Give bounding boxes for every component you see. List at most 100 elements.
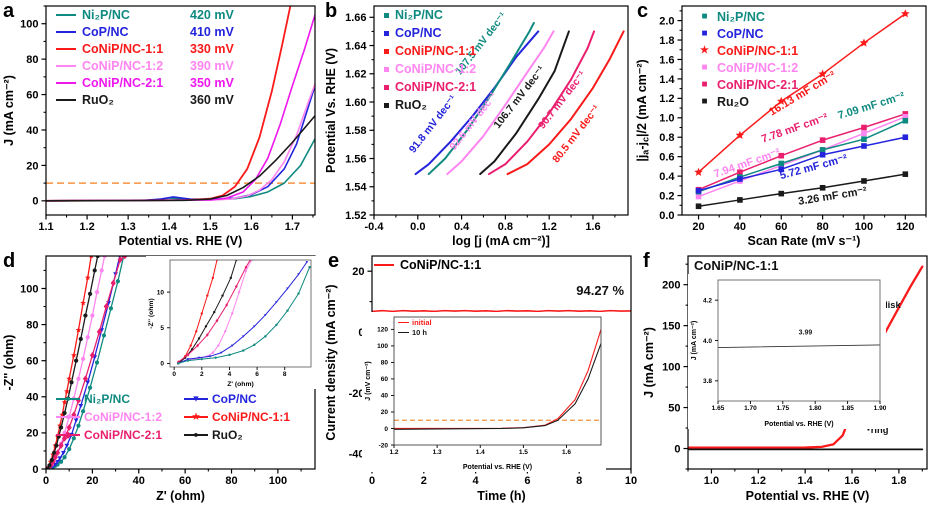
svg-text:Potential vs. RHE (V): Potential vs. RHE (V) [764,421,833,428]
svg-text:|ja-jc|/2 (mA cm⁻²): |ja-jc|/2 (mA cm⁻²) [635,59,651,161]
series-label: CoNiP/NC-2:1 [395,80,477,94]
series-marker: ■ [701,79,708,90]
series-label: 10 h [412,328,428,337]
svg-text:-20: -20 [379,442,389,449]
overpotential-value: 410 mV [190,25,234,39]
svg-text:60: 60 [179,475,191,487]
svg-text:1.4: 1.4 [476,449,485,456]
series-marker: ■ [701,62,708,73]
panel-a: 1.1 1.2 1.3 1.4 1.5 1.6 1.7 0 20 40 60 80 100 Potenti… [0,0,322,250]
series-swatch [56,47,76,51]
panel-label-e: e [328,250,340,272]
legend-item: ■ CoP/NC [698,27,798,41]
svg-text:3.99: 3.99 [799,329,813,336]
series-label: CoP/NC [212,392,257,406]
svg-text:20: 20 [26,428,38,440]
overpotential-value: 360 mV [190,93,234,107]
svg-text:6: 6 [524,475,530,487]
svg-text:1.6: 1.6 [585,221,600,233]
svg-text:80: 80 [26,54,38,66]
legend-item: RuO₂ 360 mV [56,93,234,107]
svg-text:-Z'' (ohm): -Z'' (ohm) [148,298,155,328]
svg-text:0.0: 0.0 [410,221,425,233]
svg-text:20: 20 [381,409,389,416]
series-label: CoNiP/NC-2:1 [82,76,164,90]
panel-e: 0 2 4 6 8 10 -40 -20 0 20 Time (h) Current density … [322,250,640,505]
svg-text:100: 100 [855,221,873,233]
svg-text:20: 20 [26,160,38,172]
series-label: Ni₂P/NC [82,8,130,22]
svg-text:0: 0 [674,443,680,455]
svg-text:0: 0 [32,464,38,476]
series-marker: ◆ [64,429,72,440]
svg-text:1.60: 1.60 [345,97,366,109]
svg-text:1.70: 1.70 [744,405,757,412]
series-line [56,398,80,400]
legend-item: ★ CoNiP/NC-1:1 [184,410,326,424]
svg-text:1.85: 1.85 [841,405,854,412]
svg-text:4.0: 4.0 [703,338,712,345]
svg-text:2.0: 2.0 [659,15,674,27]
series-swatch [384,66,389,72]
legend-item: RuO₂ [384,98,476,112]
panel-label-f: f [643,250,650,272]
panel-b-chart: -0.4 0.0 0.4 0.8 1.2 1.6 1.52 1.54 1.56 1.58 1.60 1… [322,0,634,250]
svg-text:1.6: 1.6 [844,475,859,487]
legend-item: ◆ CoNiP/NC-2:1 [56,428,182,442]
svg-text:200: 200 [662,280,680,292]
panel-label-b: b [325,0,338,22]
panel-e-inset: 1.2 1.3 1.4 1.5 1.6 -20 0 20 40 60 80 100 120 Potenti… [362,312,606,472]
svg-text:0: 0 [172,371,176,378]
series-swatch: ● [184,430,208,440]
legend-item: ■ Ni₂P/NC [698,10,798,24]
series-label: Ni₂P/NC [717,10,765,24]
panel-f-inset: 1.65 1.70 1.75 1.80 1.85 1.90 3.8 4.0 4.2 Potenti… [688,274,886,429]
series-line [56,434,80,436]
svg-text:-40: -40 [349,449,365,461]
panel-d-legend: ● Ni₂P/NC ▼ CoP/NC ● CoNiP/NC-1:2 ★ CoNiP/NC… [56,392,326,442]
svg-text:-0.4: -0.4 [365,221,385,233]
svg-text:60: 60 [775,221,787,233]
series-swatch: ● [56,394,80,404]
svg-text:J (mA cm⁻²): J (mA cm⁻²) [691,321,698,361]
series-swatch: ● [56,412,80,422]
svg-text:1.3: 1.3 [120,221,135,233]
series-label: Ni₂P/NC [84,392,131,406]
svg-text:120: 120 [896,221,914,233]
series-swatch [398,331,409,334]
svg-text:100: 100 [20,283,38,295]
series-label: CoNiP/NC-1:1 [717,44,799,58]
svg-text:1.80: 1.80 [809,405,822,412]
svg-text:80: 80 [225,475,237,487]
svg-text:1.2: 1.2 [542,221,557,233]
svg-text:40: 40 [734,221,746,233]
svg-text:10: 10 [157,289,165,296]
panel-f-title: CoNiP/NC-1:1 [694,258,779,273]
svg-text:0: 0 [160,361,164,368]
svg-text:40: 40 [26,392,38,404]
svg-text:log [j (mA cm⁻²)]: log [j (mA cm⁻²)] [452,234,550,248]
svg-text:1.5: 1.5 [519,449,528,456]
legend-item: ● RuO₂ [184,428,326,442]
series-swatch [384,12,389,18]
legend-item: ■ Ru₂O [698,95,798,109]
series-marker: ● [193,429,199,440]
svg-text:Z' (ohm): Z' (ohm) [227,381,254,388]
svg-text:1.0: 1.0 [659,113,674,125]
svg-text:100: 100 [377,343,388,350]
svg-text:60: 60 [381,376,389,383]
svg-text:Potential vs. RHE (V): Potential vs. RHE (V) [463,464,532,471]
series-swatch: ◆ [56,430,80,440]
series-marker: ★ [700,45,709,56]
svg-text:6: 6 [255,371,259,378]
panel-d-inset: 0 2 4 6 8 0 5 10 Z' (ohm) -Z'' (ohm) [146,256,316,389]
series-label: CoNiP/NC-1:2 [717,61,799,75]
legend-item: Ni₂P/NC 420 mV [56,8,234,22]
series-marker: ■ [701,28,708,39]
legend-item: ● Ni₂P/NC [56,392,182,406]
svg-text:40: 40 [133,475,145,487]
svg-text:20: 20 [352,266,364,278]
svg-text:1.58: 1.58 [345,125,366,137]
svg-text:1.2: 1.2 [751,475,766,487]
svg-text:20: 20 [86,475,98,487]
